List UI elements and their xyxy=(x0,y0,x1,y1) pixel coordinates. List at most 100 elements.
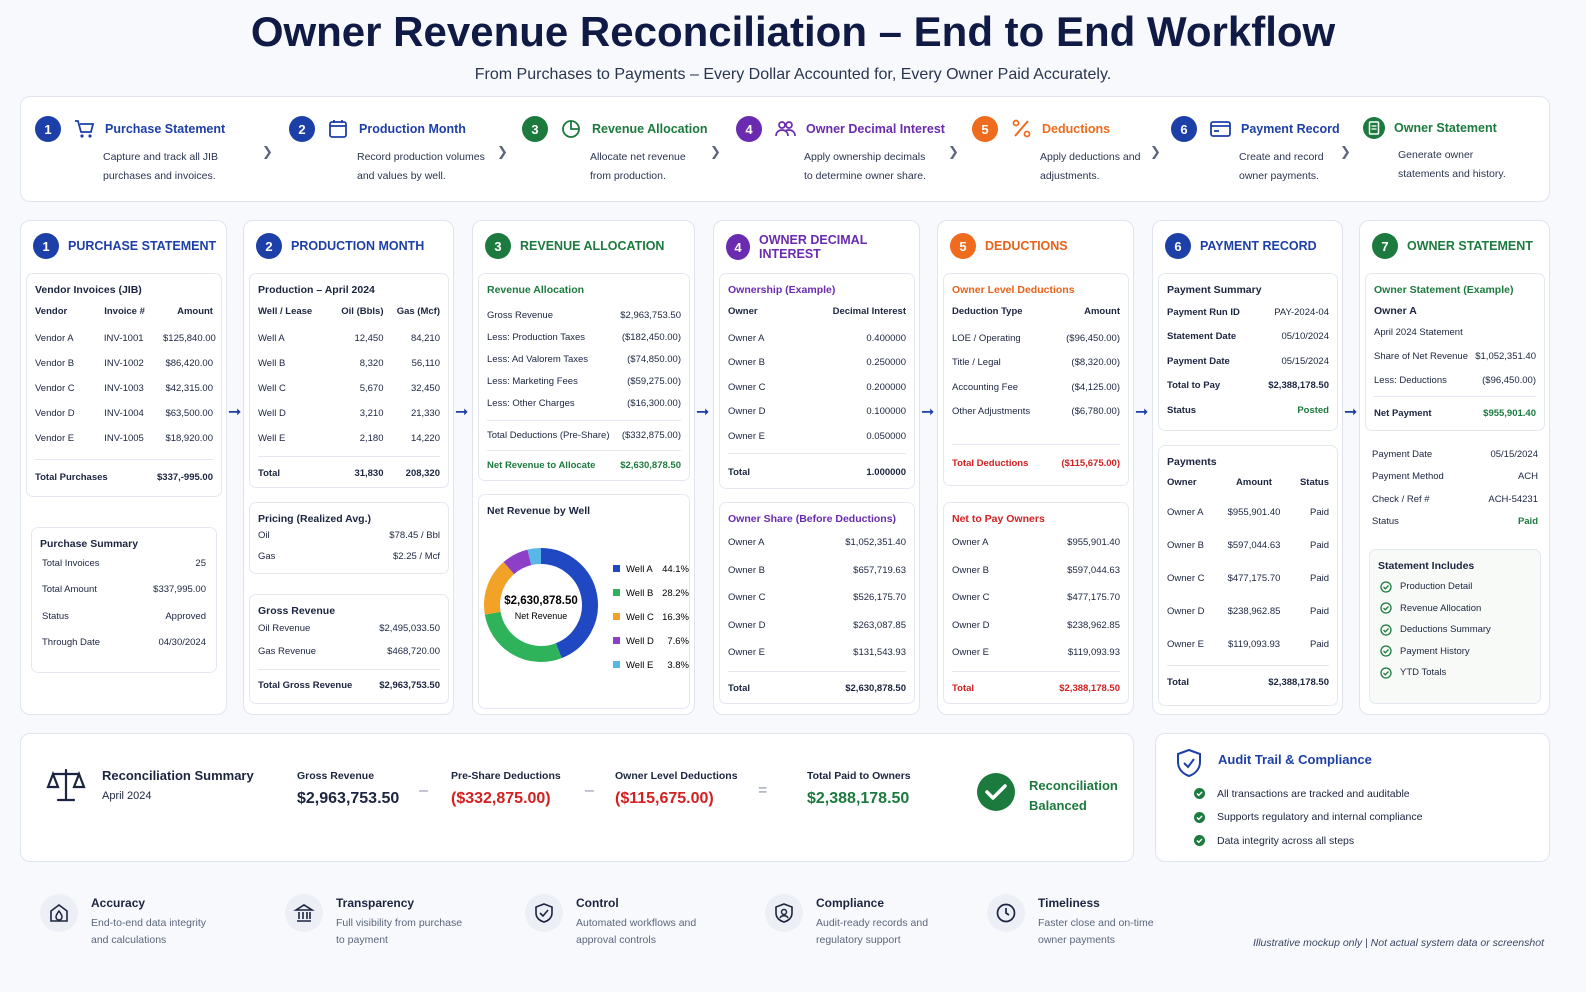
disclaimer: Illustrative mockup only | Not actual sy… xyxy=(1252,937,1544,949)
check-circle-icon xyxy=(1380,645,1392,657)
step-number: 5 xyxy=(972,116,998,142)
column-purchase-statement: 1 PURCHASE STATEMENT Vendor Invoices (JIB… xyxy=(20,220,227,715)
step-description-line: Create and record xyxy=(1239,151,1324,163)
legend-swatch xyxy=(613,661,620,668)
workflow-step-1[interactable]: 1 Purchase Statement Capture and track all… xyxy=(35,116,225,186)
table-cell: 0.250000 xyxy=(866,357,906,369)
check-circle-icon xyxy=(1380,602,1392,614)
chevron-right-icon: ❯ xyxy=(948,144,959,159)
table-cell: Owner C xyxy=(952,592,990,604)
table-cell: Other Adjustments xyxy=(952,406,1031,418)
owner-share-panel: Owner Share (Before Deductions) Owner A $… xyxy=(719,502,915,704)
panel-title: Owner Statement (Example) xyxy=(1374,284,1514,296)
column-owner-decimal-interest: 4 OWNER DECIMAL INTEREST Ownership (Examp… xyxy=(713,220,920,715)
table-cell: Total Amount xyxy=(42,584,97,596)
workflow-step-4[interactable]: 4 Owner Decimal Interest Apply ownership d… xyxy=(736,116,945,186)
table-row: Well A 12,450 84,210 xyxy=(258,326,440,351)
table-cell: Owner D xyxy=(952,619,990,631)
production-panel: Production – April 2024 Well / Lease Oil … xyxy=(249,273,449,488)
legend-value: 16.3% xyxy=(662,612,689,623)
workflow-step-3[interactable]: 3 Revenue Allocation Allocate net revenue f… xyxy=(522,116,708,186)
feature-title: Timeliness xyxy=(1038,896,1100,910)
include-label: Revenue Allocation xyxy=(1400,602,1482,614)
table-cell: 04/30/2024 xyxy=(158,637,206,649)
table-cell: Paid xyxy=(1517,516,1538,528)
table-header: Well / Lease Oil (Bbls) Gas (Mcf) xyxy=(258,296,440,326)
table-cell: ($59,275.00) xyxy=(627,375,681,387)
legend-value: 28.2% xyxy=(662,588,689,599)
table-cell: Owner E xyxy=(728,647,765,659)
include-label: Deductions Summary xyxy=(1400,624,1491,636)
table-row: Owner D $263,087.85 xyxy=(728,612,906,640)
table-cell: $526,175.70 xyxy=(853,592,906,604)
table-cell: $1,052,351.40 xyxy=(845,537,906,549)
total-row: Total Deductions ($115,675.00) xyxy=(952,444,1120,482)
workflow-step-7[interactable]: Owner Statement Generate owner statements … xyxy=(1362,116,1506,186)
table-cell: $597,044.63 xyxy=(1227,540,1281,551)
table-cell: Share of Net Revenue xyxy=(1374,350,1469,362)
chart-title: Net Revenue by Well xyxy=(487,505,591,517)
table-header: Vendor Invoice # Amount xyxy=(35,296,213,326)
table-header: Owner Amount Status xyxy=(1167,468,1329,496)
table-cell: Deduction Type xyxy=(952,305,1023,317)
table-cell: ($4,125.00) xyxy=(1071,381,1120,393)
donut-slice-well-e xyxy=(527,548,542,566)
table-row: Owner E $131,543.93 xyxy=(728,639,906,667)
workflow-step-2[interactable]: 2 Production Month Record production volum… xyxy=(289,116,485,186)
table-cell: PAY-2024-04 xyxy=(1274,306,1329,318)
feature-desc-line: End-to-end data integrity xyxy=(91,917,206,929)
table-row: Payment Date 05/15/2024 xyxy=(1167,349,1329,374)
table-cell: INV-1001 xyxy=(103,333,144,344)
table-cell: Net Revenue to Allocate xyxy=(487,460,596,471)
water-drop-icon xyxy=(40,894,78,932)
step-number: 6 xyxy=(1171,116,1197,142)
step-description-line: Apply ownership decimals xyxy=(804,151,926,163)
table-row: Title / Legal ($8,320.00) xyxy=(952,351,1120,376)
panel-title: Payment Summary xyxy=(1167,284,1262,296)
table-cell: Approved xyxy=(165,610,206,622)
step-title: Payment Record xyxy=(1241,122,1340,136)
table-cell: $2,388,178.50 xyxy=(1268,677,1329,688)
legend-label: Well E xyxy=(626,660,653,671)
table-cell: Vendor B xyxy=(35,358,75,369)
table-cell: Payment Method xyxy=(1372,471,1444,483)
workflow-step-5[interactable]: 5 Deductions Apply deductions and adjustmen… xyxy=(972,116,1140,186)
check-circle-icon xyxy=(1194,788,1205,800)
table-cell: $657,719.63 xyxy=(853,564,906,576)
table-cell: Gas Revenue xyxy=(258,646,317,657)
table-cell: 56,110 xyxy=(411,358,440,369)
table-cell: Net Payment xyxy=(1374,408,1432,419)
total-row: Total $2,630,878.50 xyxy=(728,670,906,705)
table-row: Owner B $657,719.63 xyxy=(728,557,906,585)
table-cell: ACH-54231 xyxy=(1488,493,1538,505)
table-cell: 21,330 xyxy=(410,408,440,419)
column-title: DEDUCTIONS xyxy=(985,239,1068,253)
table-cell: $2,388,178.50 xyxy=(1268,380,1329,392)
panel-title: Revenue Allocation xyxy=(487,284,585,296)
table-cell: Total Deductions xyxy=(952,458,1029,469)
table-row: Vendor C INV-1003 $42,315.00 xyxy=(35,376,213,401)
table-cell: Well D xyxy=(258,408,286,419)
table-cell: Total Deductions (Pre-Share) xyxy=(487,430,610,441)
table-row: Owner C $526,175.70 xyxy=(728,584,906,612)
legend-label: Well D xyxy=(626,636,654,647)
total-deductions-row: Total Deductions (Pre-Share) ($332,875.00… xyxy=(487,420,681,450)
table-row: Well B 8,320 56,110 xyxy=(258,351,440,376)
legend-label: Well B xyxy=(626,588,653,599)
table-cell: Owner E xyxy=(952,647,989,659)
table-cell: 05/15/2024 xyxy=(1490,448,1538,460)
panel-title: Vendor Invoices (JIB) xyxy=(35,284,142,296)
table-cell: Payment Date xyxy=(1167,355,1230,367)
table-row: Through Date 04/30/2024 xyxy=(42,630,206,657)
table-cell: ($16,300.00) xyxy=(627,397,681,409)
table-cell: ($8,320.00) xyxy=(1071,357,1120,369)
legend-swatch xyxy=(613,589,620,596)
workflow-step-6[interactable]: 6 Payment Record Create and record owner pa… xyxy=(1171,116,1340,186)
page-subtitle: From Purchases to Payments – Every Dolla… xyxy=(474,66,1112,83)
table-row: Owner E 0.050000 xyxy=(728,424,906,449)
statement-period: April 2024 Statement xyxy=(1374,327,1463,338)
step-description-line: Capture and track all JIB xyxy=(103,151,218,163)
column-title: OWNER STATEMENT xyxy=(1407,239,1533,253)
recon-item-value: ($115,675.00) xyxy=(615,790,714,807)
donut-slice-well-c xyxy=(484,562,515,615)
